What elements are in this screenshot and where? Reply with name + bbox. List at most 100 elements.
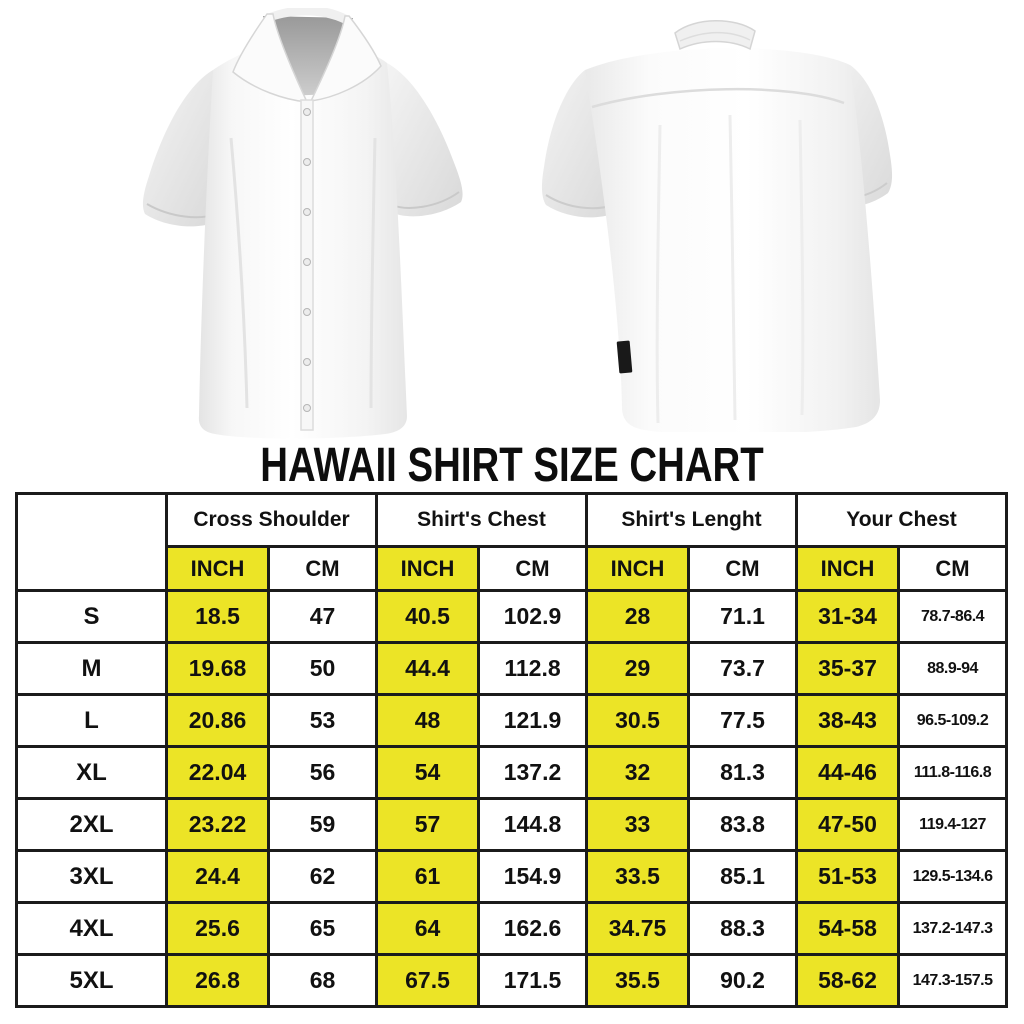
- cell: 29: [585, 641, 690, 696]
- unit-header-cm: CM: [267, 545, 378, 592]
- cell: 62: [267, 849, 378, 904]
- back-fold-right: [798, 119, 805, 416]
- front-left-sleeve: [142, 70, 219, 227]
- size-label: S: [15, 589, 168, 644]
- page-title: HAWAII SHIRT SIZE CHART: [260, 439, 764, 492]
- cell: 121.9: [477, 693, 588, 748]
- cell: 68: [267, 953, 378, 1008]
- cell: 71.1: [686, 589, 799, 644]
- cell: 38-43: [795, 693, 901, 748]
- back-yoke-seam: [591, 87, 845, 109]
- front-fold-left: [229, 137, 249, 409]
- cell: 54: [375, 745, 480, 800]
- size-label: L: [15, 693, 168, 748]
- cell: 129.5-134.6: [897, 849, 1009, 904]
- cell: 61: [375, 849, 480, 904]
- group-header-row: Cross Shoulder Shirt's Chest Shirt's Len…: [15, 492, 1009, 592]
- cell: 59: [267, 797, 378, 852]
- cell: 65: [267, 901, 378, 956]
- cell: 53: [267, 693, 378, 748]
- cell: 171.5: [477, 953, 588, 1008]
- unit-header-inch: INCH: [795, 545, 901, 592]
- cell: 64: [375, 901, 480, 956]
- cell: 67.5: [375, 953, 480, 1008]
- cell: 32: [585, 745, 690, 800]
- cell: 47: [267, 589, 378, 644]
- cell: 83.8: [686, 797, 799, 852]
- cell: 18.5: [165, 589, 270, 644]
- table-row-xl: XL 22.04 56 54 137.2 32 81.3 44-46 111.8…: [15, 745, 1009, 800]
- size-label: 5XL: [15, 953, 168, 1008]
- back-collar-stitch: [679, 31, 751, 42]
- shirt-back-image: [541, 20, 893, 432]
- cell: 137.2: [477, 745, 588, 800]
- unit-header-inch: INCH: [585, 545, 690, 592]
- cell: 112.8: [477, 641, 588, 696]
- column-group-your-chest: Your Chest: [795, 492, 1009, 548]
- cell: 33: [585, 797, 690, 852]
- cell: 44-46: [795, 745, 901, 800]
- cell: 31-34: [795, 589, 901, 644]
- cell: 22.04: [165, 745, 270, 800]
- cell: 78.7-86.4: [897, 589, 1009, 644]
- cell: 44.4: [375, 641, 480, 696]
- cell: 26.8: [165, 953, 270, 1008]
- table-row-2xl: 2XL 23.22 59 57 144.8 33 83.8 47-50 119.…: [15, 797, 1009, 852]
- cell: 77.5: [686, 693, 799, 748]
- table-row-3xl: 3XL 24.4 62 61 154.9 33.5 85.1 51-53 129…: [15, 849, 1009, 904]
- unit-header-inch: INCH: [165, 545, 270, 592]
- size-label: 2XL: [15, 797, 168, 852]
- back-collar-band: [674, 20, 756, 51]
- cell: 35.5: [585, 953, 690, 1008]
- cell: 40.5: [375, 589, 480, 644]
- cell: 48: [375, 693, 480, 748]
- cell: 34.75: [585, 901, 690, 956]
- cell: 58-62: [795, 953, 901, 1008]
- cell: 35-37: [795, 641, 901, 696]
- column-group-cross-shoulder: Cross Shoulder: [165, 492, 378, 548]
- cell: 54-58: [795, 901, 901, 956]
- front-fold-right: [369, 137, 377, 409]
- cell: 144.8: [477, 797, 588, 852]
- cell: 111.8-116.8: [897, 745, 1009, 800]
- cell: 85.1: [686, 849, 799, 904]
- cell: 25.6: [165, 901, 270, 956]
- cell: 20.86: [165, 693, 270, 748]
- cell: 30.5: [585, 693, 690, 748]
- size-label: 4XL: [15, 901, 168, 956]
- cell: 50: [267, 641, 378, 696]
- unit-header-row: INCH CM INCH CM INCH CM INCH CM: [17, 545, 1009, 592]
- cell: 102.9: [477, 589, 588, 644]
- cell: 33.5: [585, 849, 690, 904]
- size-label: XL: [15, 745, 168, 800]
- cell: 147.3-157.5: [897, 953, 1009, 1008]
- shirt-images: [0, 0, 1024, 445]
- shirt-front-image: [142, 8, 463, 439]
- unit-header-cm: CM: [897, 545, 1009, 592]
- cell: 119.4-127: [897, 797, 1009, 852]
- buttons: [303, 108, 311, 412]
- cell: 51-53: [795, 849, 901, 904]
- cell: 73.7: [686, 641, 799, 696]
- table-row-4xl: 4XL 25.6 65 64 162.6 34.75 88.3 54-58 13…: [15, 901, 1009, 956]
- table-row-s: S 18.5 47 40.5 102.9 28 71.1 31-34 78.7-…: [15, 589, 1009, 644]
- column-group-shirts-lenght: Shirt's Lenght: [584, 492, 799, 548]
- cell: 90.2: [686, 953, 799, 1008]
- table-row-m: M 19.68 50 44.4 112.8 29 73.7 35-37 88.9…: [15, 641, 1009, 696]
- column-group-shirts-chest: Shirt's Chest: [375, 492, 588, 548]
- front-collar-band: [267, 8, 349, 24]
- size-label: M: [15, 641, 168, 696]
- cell: 88.3: [686, 901, 799, 956]
- cell: 24.4: [165, 849, 270, 904]
- cell: 57: [375, 797, 480, 852]
- unit-header-cm: CM: [686, 545, 799, 592]
- front-collar-left: [232, 13, 309, 103]
- cell: 96.5-109.2: [897, 693, 1009, 748]
- front-right-sleeve: [385, 63, 463, 217]
- size-chart-table: Cross Shoulder Shirt's Chest Shirt's Len…: [15, 492, 1009, 1008]
- table-row-l: L 20.86 53 48 121.9 30.5 77.5 38-43 96.5…: [15, 693, 1009, 748]
- cell: 88.9-94: [897, 641, 1009, 696]
- cell: 81.3: [686, 745, 799, 800]
- back-fold-left: [655, 124, 662, 424]
